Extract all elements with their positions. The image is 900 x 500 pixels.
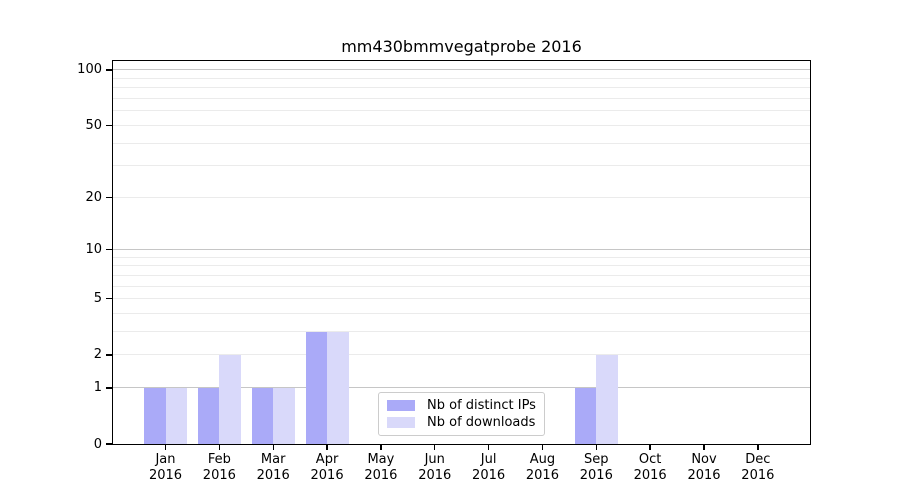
x-tick-mark xyxy=(595,444,597,450)
x-tick-label: Jan 2016 xyxy=(148,452,183,483)
plot-area xyxy=(113,61,810,444)
x-tick-mark xyxy=(326,444,328,450)
minor-gridline xyxy=(113,298,810,300)
minor-gridline xyxy=(113,77,810,79)
minor-gridline xyxy=(113,196,810,198)
x-tick-label: May 2016 xyxy=(364,452,398,483)
x-tick-mark xyxy=(218,444,221,450)
y-tick-mark xyxy=(106,124,113,127)
minor-gridline xyxy=(113,274,810,276)
x-tick-label: Oct 2016 xyxy=(633,452,667,483)
minor-gridline xyxy=(113,265,810,267)
legend-swatch-downloads xyxy=(387,417,415,429)
x-tick-label: Sep 2016 xyxy=(579,452,613,483)
y-tick-mark xyxy=(106,298,113,300)
y-tick-mark xyxy=(106,354,113,356)
minor-gridline xyxy=(113,165,810,167)
chart-title: mm430bmmvegatprobe 2016 xyxy=(341,37,582,56)
legend-label-downloads: Nb of downloads xyxy=(427,415,536,431)
y-tick-label: 2 xyxy=(93,347,102,363)
minor-gridline xyxy=(113,354,810,356)
y-tick-mark xyxy=(106,443,113,445)
x-tick-label: Dec 2016 xyxy=(741,452,775,483)
bar-downloads-apr xyxy=(327,331,349,444)
bar-distinct-ips-jan xyxy=(144,387,166,444)
x-tick-label: Nov 2016 xyxy=(687,452,721,483)
x-tick-mark xyxy=(380,444,382,450)
y-tick-label: 1 xyxy=(93,380,102,396)
x-tick-mark xyxy=(649,444,651,450)
minor-gridline xyxy=(113,285,810,287)
legend-swatch-distinct-ips xyxy=(387,399,415,411)
bar-distinct-ips-sep xyxy=(574,387,597,444)
bar-downloads-jan xyxy=(165,387,187,444)
bar-distinct-ips-mar xyxy=(251,387,274,444)
x-tick-mark xyxy=(703,444,705,450)
y-tick-label: 5 xyxy=(93,291,102,307)
legend-item-distinct-ips: Nb of distinct IPs xyxy=(387,398,540,413)
minor-gridline xyxy=(113,313,810,315)
major-gridline xyxy=(113,69,810,71)
major-gridline xyxy=(113,249,810,251)
x-tick-mark xyxy=(272,444,274,450)
minor-gridline xyxy=(113,124,810,126)
legend-item-downloads: Nb of downloads xyxy=(387,415,540,430)
bar-downloads-feb xyxy=(219,354,241,444)
x-tick-mark xyxy=(434,444,436,450)
y-tick-label: 20 xyxy=(85,189,102,205)
bar-distinct-ips-apr xyxy=(305,331,328,444)
y-tick-mark xyxy=(106,248,113,251)
minor-gridline xyxy=(113,256,810,258)
y-tick-mark xyxy=(106,387,113,389)
minor-gridline xyxy=(113,142,810,144)
minor-gridline xyxy=(113,98,810,100)
bar-downloads-mar xyxy=(273,387,295,444)
x-tick-label: Apr 2016 xyxy=(310,452,344,483)
major-gridline xyxy=(113,387,810,389)
minor-gridline xyxy=(113,331,810,333)
y-tick-mark xyxy=(106,196,113,198)
y-tick-label: 0 xyxy=(93,436,102,452)
y-tick-label: 50 xyxy=(85,117,102,133)
x-tick-label: Aug 2016 xyxy=(525,452,559,483)
legend-label-distinct-ips: Nb of distinct IPs xyxy=(427,397,536,413)
y-tick-label: 100 xyxy=(77,62,102,78)
x-tick-label: Jul 2016 xyxy=(472,452,506,483)
x-tick-label: Jun 2016 xyxy=(418,452,452,483)
x-tick-mark xyxy=(541,444,544,450)
y-tick-mark xyxy=(106,69,113,71)
x-tick-mark xyxy=(487,444,490,450)
x-tick-label: Feb 2016 xyxy=(202,452,236,483)
minor-gridline xyxy=(113,87,810,89)
x-tick-mark xyxy=(164,444,167,450)
x-tick-mark xyxy=(757,444,759,450)
bar-distinct-ips-feb xyxy=(197,387,220,444)
minor-gridline xyxy=(113,110,810,112)
x-tick-label: Mar 2016 xyxy=(256,452,290,483)
y-tick-label: 10 xyxy=(85,242,102,258)
legend: Nb of distinct IPs Nb of downloads xyxy=(378,392,545,436)
bar-downloads-sep xyxy=(596,354,618,444)
